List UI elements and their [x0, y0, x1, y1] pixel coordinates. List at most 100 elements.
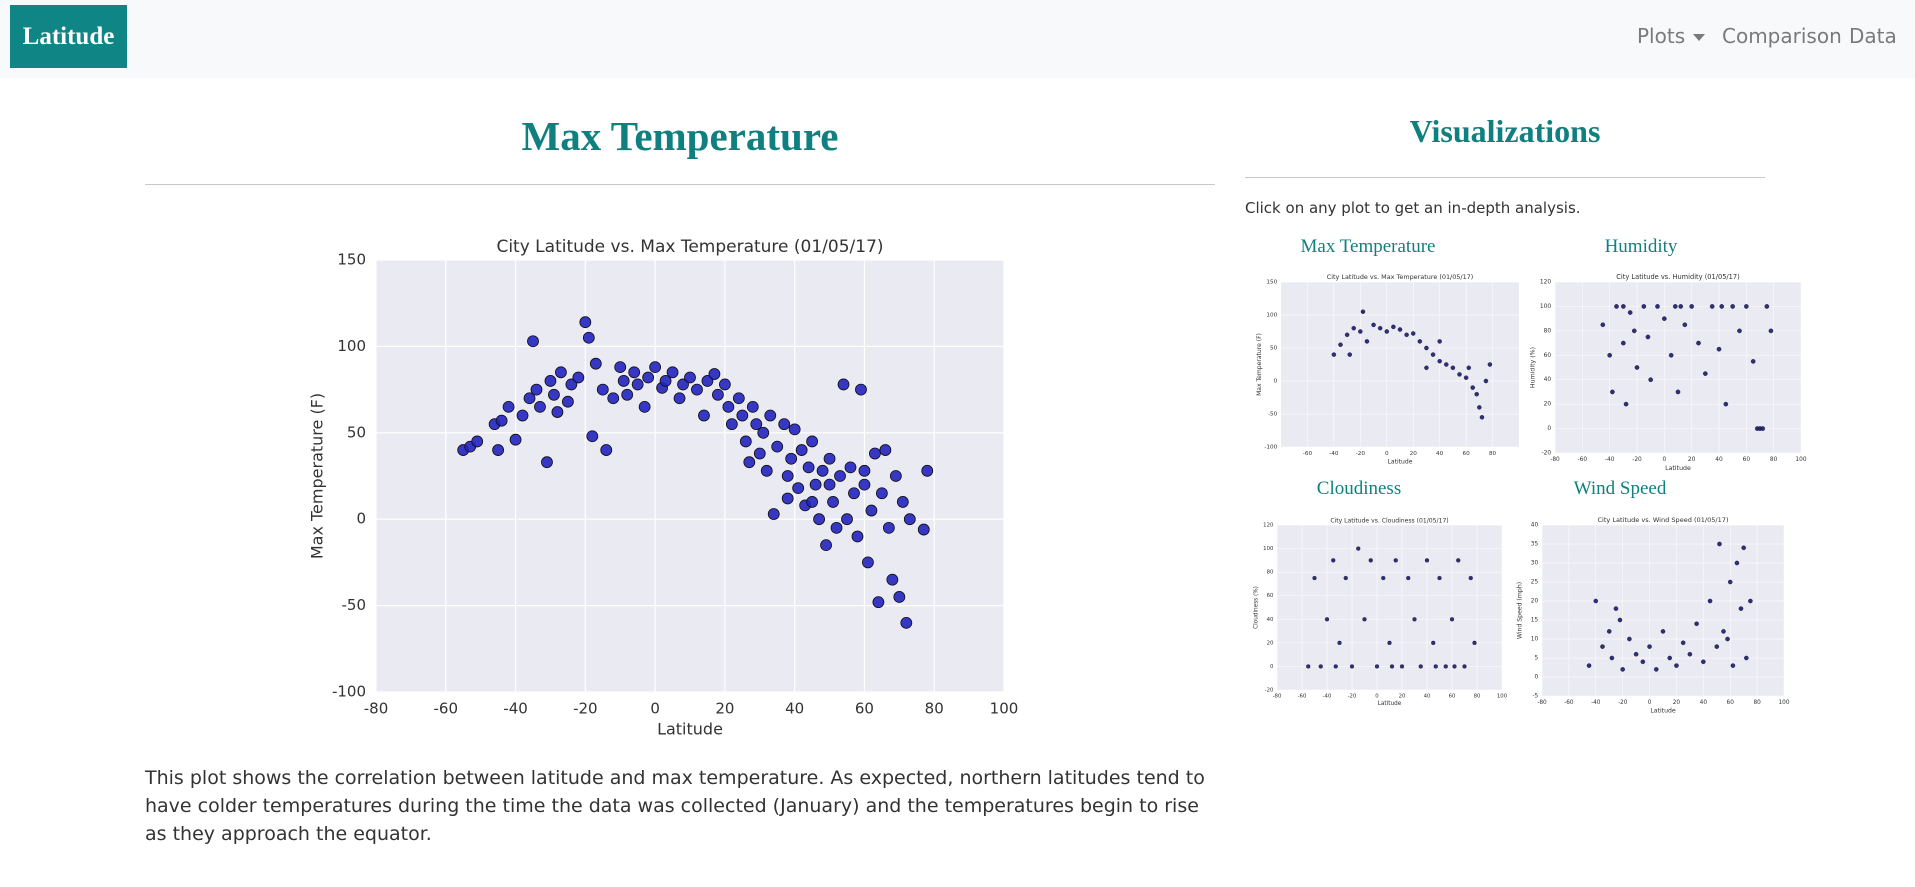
data-point [732, 392, 745, 405]
plot-thumbnail[interactable]: -80 -60 -40 -20 0 20 40 60 80 100 -20 0 20 40 60 80 100 1… [1529, 273, 1807, 472]
navbar: Latitude Plots Comparison Data [0, 0, 1915, 78]
y-tick-label: 0 [1547, 426, 1551, 432]
data-point [1717, 541, 1722, 547]
data-point [1750, 359, 1756, 364]
data-point [551, 406, 564, 418]
data-point [582, 331, 595, 344]
thumbnail-heading[interactable]: Cloudiness [1316, 478, 1402, 499]
data-point [848, 487, 860, 500]
y-tick-label: -20 [1542, 451, 1552, 457]
x-tick-label: -60 [1564, 700, 1574, 706]
data-point [1387, 640, 1392, 645]
data-point [1640, 659, 1646, 665]
y-axis-label: Max Temperature (F) [308, 393, 327, 559]
y-tick-label: 100 [337, 337, 366, 355]
plot-area [1277, 525, 1502, 690]
y-tick-label: 120 [1263, 523, 1274, 529]
x-tick-label: -80 [1273, 694, 1282, 700]
data-point [813, 513, 825, 526]
data-point [1678, 304, 1684, 309]
data-point [764, 409, 777, 422]
data-point [541, 456, 553, 469]
data-point [1725, 636, 1730, 642]
data-point [631, 378, 644, 391]
y-tick-label: 60 [1267, 593, 1274, 599]
x-tick-label: -40 [1605, 457, 1615, 463]
data-point [753, 447, 766, 460]
data-point [712, 388, 724, 401]
data-point [872, 596, 885, 609]
data-point [1714, 644, 1720, 649]
nav-link[interactable]: Plots [1637, 24, 1686, 48]
data-point [1748, 598, 1753, 604]
plot-area [1281, 282, 1519, 447]
x-tick-label: 80 [1474, 694, 1481, 700]
y-tick-label: 100 [1266, 313, 1277, 319]
data-point [1377, 325, 1383, 331]
data-point [1610, 389, 1615, 395]
data-point [471, 435, 484, 448]
data-point [589, 357, 602, 370]
thumbnail-heading[interactable]: Wind Speed [1573, 478, 1667, 499]
x-tick-label: 0 [1375, 694, 1379, 700]
data-point [1709, 304, 1715, 309]
x-tick-label: -80 [364, 700, 389, 718]
data-point [750, 418, 763, 431]
data-point [1660, 629, 1666, 634]
data-point [781, 492, 794, 505]
brand[interactable]: Latitude [10, 5, 127, 68]
data-point [1606, 629, 1612, 634]
data-point [1623, 401, 1629, 407]
x-tick-label: 40 [1436, 451, 1444, 457]
data-point [698, 409, 710, 422]
y-axis-label: Wind Speed (mph) [1517, 582, 1524, 639]
data-point [1675, 389, 1681, 395]
data-point [1349, 664, 1355, 669]
data-point [1764, 304, 1770, 309]
y-tick-label: 60 [1544, 353, 1552, 359]
plot-thumbnail[interactable]: -60 -40 -20 0 20 40 60 80 -100 -50 0 50 100 150 City L… [1256, 273, 1519, 465]
y-tick-label: 5 [1534, 656, 1538, 662]
x-tick-label: 40 [785, 700, 804, 718]
chart-title: City Latitude vs. Cloudiness (01/05/17) [1330, 517, 1448, 524]
data-point [1694, 621, 1699, 627]
data-point [1627, 636, 1632, 642]
data-point [781, 470, 794, 482]
data-point [1744, 304, 1749, 309]
data-point [1727, 579, 1733, 585]
data-point [806, 496, 819, 508]
y-tick-label: 35 [1531, 542, 1539, 548]
data-point [1744, 655, 1749, 661]
nav-plots[interactable]: Plots [1637, 24, 1706, 48]
y-tick-label: 20 [1267, 640, 1274, 646]
x-tick-label: 60 [1743, 457, 1751, 463]
thumbnail-heading[interactable]: Max Temperature [1300, 236, 1436, 257]
plot-thumbnail[interactable]: -80 -60 -40 -20 0 20 40 60 80 100 -20 0 20 40 60 80 100 1… [1254, 517, 1508, 707]
chart-title: City Latitude vs. Humidity (01/05/17) [1616, 273, 1740, 281]
y-tick-label: -50 [342, 596, 367, 614]
data-point [1667, 655, 1672, 661]
data-point [1393, 558, 1398, 563]
data-point [1371, 322, 1376, 328]
data-point [1358, 329, 1363, 334]
data-point [1472, 640, 1477, 645]
data-point [1351, 325, 1356, 331]
thumbnail-heading[interactable]: Humidity [1604, 236, 1678, 257]
x-tick-label: -80 [1537, 700, 1547, 706]
y-tick-label: 40 [1544, 377, 1552, 383]
data-point [757, 426, 770, 439]
data-point [1437, 358, 1442, 364]
nav-link[interactable]: Comparison [1722, 24, 1842, 48]
nav-link[interactable]: Data [1849, 24, 1897, 48]
data-point [851, 530, 864, 543]
plot-thumbnail[interactable]: -80 -60 -40 -20 0 20 40 60 80 100 -5 0 5 10 15 20 25 30 35… [1517, 516, 1790, 715]
data-point [1449, 617, 1455, 622]
data-point [841, 513, 853, 526]
x-tick-label: 0 [1662, 457, 1666, 463]
data-point [548, 388, 560, 401]
data-point [1360, 309, 1366, 314]
data-point [1723, 401, 1729, 407]
data-point [739, 435, 752, 448]
data-point [1631, 328, 1637, 334]
data-point [1443, 664, 1448, 669]
